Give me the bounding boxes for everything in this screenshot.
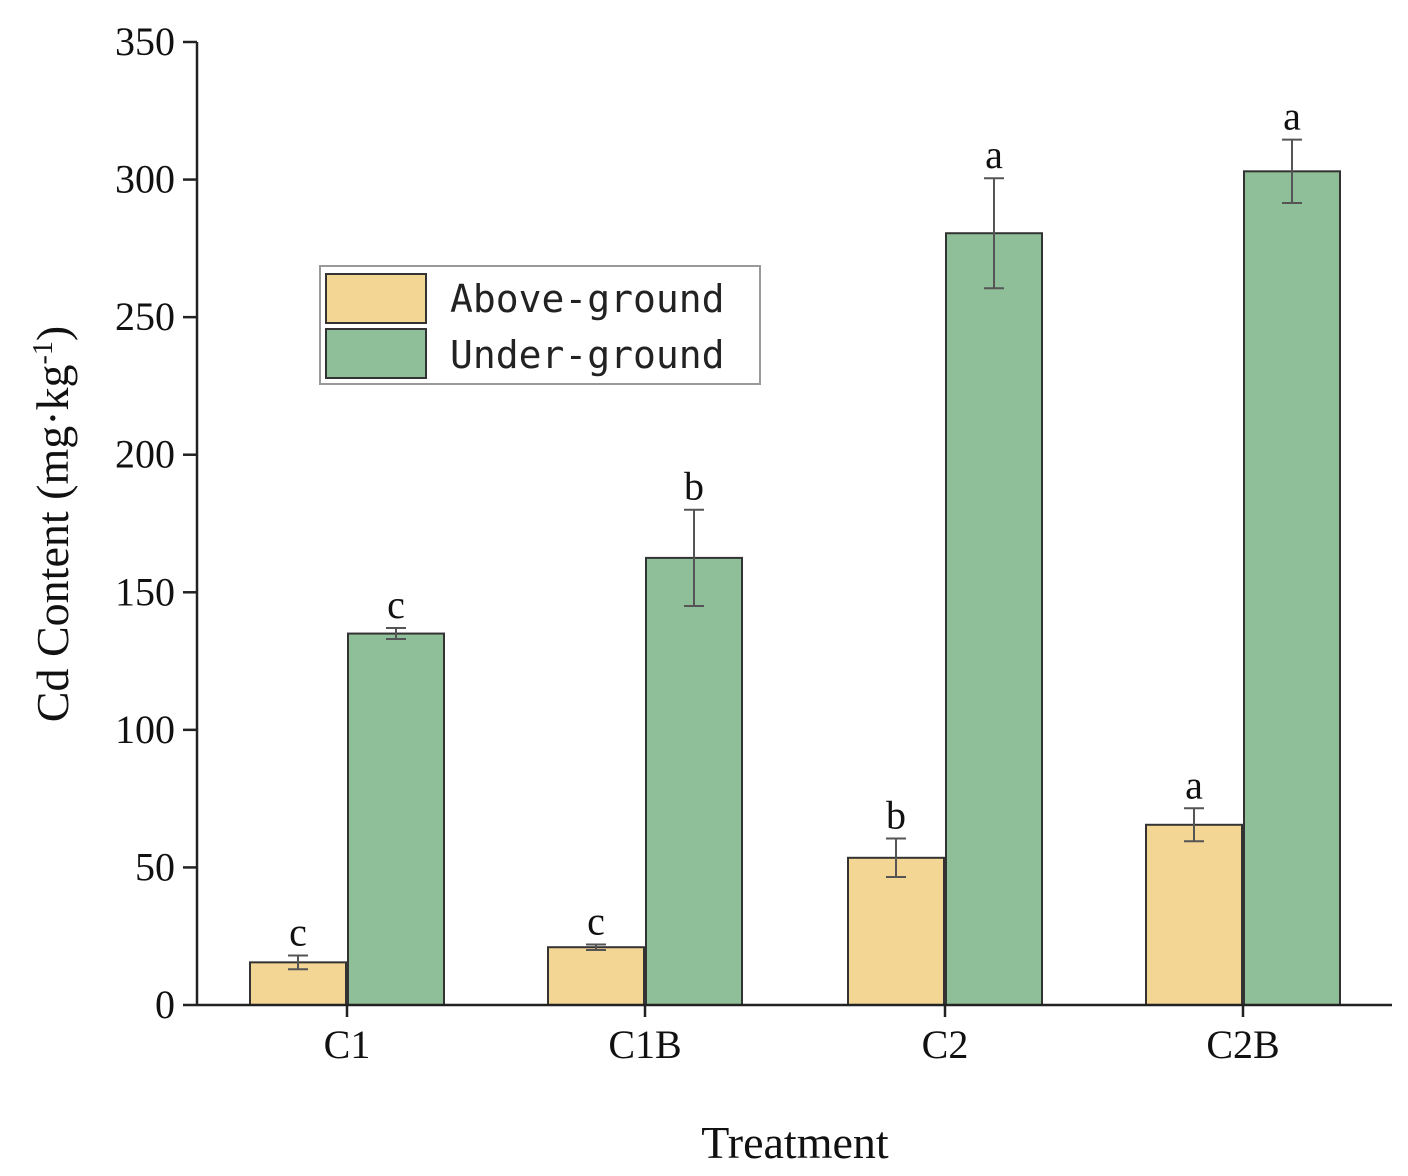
legend: Above-ground Under-ground: [319, 265, 761, 385]
y-tick-label: 250: [115, 294, 175, 339]
y-tick-label: 350: [115, 19, 175, 64]
x-tick-label: C2B: [1206, 1022, 1279, 1067]
bar-above-ground: [1145, 823, 1243, 1006]
bars-layer: c c c b b a a a: [249, 94, 1341, 1007]
bar-above-ground: [847, 856, 945, 1007]
bar-under-ground: [347, 632, 445, 1006]
y-tick-label: 100: [115, 707, 175, 752]
significance-letter: a: [1185, 762, 1203, 807]
ticks-layer: 0 50 100 150 200 250 300 350 C1 C1B C2 C2B: [115, 19, 1280, 1067]
legend-swatch-under-ground: [325, 328, 427, 379]
significance-letter: b: [886, 793, 906, 838]
y-tick-label: 200: [115, 432, 175, 477]
x-axis-title: Treatment: [701, 1117, 889, 1168]
y-tick-label: 50: [135, 844, 175, 889]
y-tick-label: 0: [155, 982, 175, 1027]
significance-letter: c: [587, 898, 605, 943]
bar-under-ground: [1243, 170, 1341, 1006]
significance-letter: c: [387, 582, 405, 627]
legend-swatch-above-ground: [325, 273, 427, 324]
y-axis-title-close: ): [27, 326, 78, 341]
significance-letter: a: [1283, 94, 1301, 139]
axes-layer: [195, 42, 1392, 1007]
y-tick-label: 150: [115, 569, 175, 614]
legend-label-under-ground: Under-ground: [450, 333, 725, 377]
x-tick-label: C2: [922, 1022, 969, 1067]
y-axis-title-main: Cd Content (mg·kg: [27, 364, 78, 722]
y-axis-title: Cd Content (mg·kg-1): [27, 326, 78, 722]
significance-letter: b: [684, 464, 704, 509]
bar-under-ground: [945, 232, 1043, 1006]
legend-label-above-ground: Above-ground: [450, 277, 725, 321]
y-axis-title-sup: -1: [28, 341, 59, 364]
x-tick-label: C1: [324, 1022, 371, 1067]
x-tick-label: C1B: [608, 1022, 681, 1067]
significance-letter: a: [985, 132, 1003, 177]
bar-above-ground: [547, 946, 645, 1006]
y-tick-label: 300: [115, 157, 175, 202]
significance-letter: c: [289, 909, 307, 954]
bar-under-ground: [645, 556, 743, 1007]
